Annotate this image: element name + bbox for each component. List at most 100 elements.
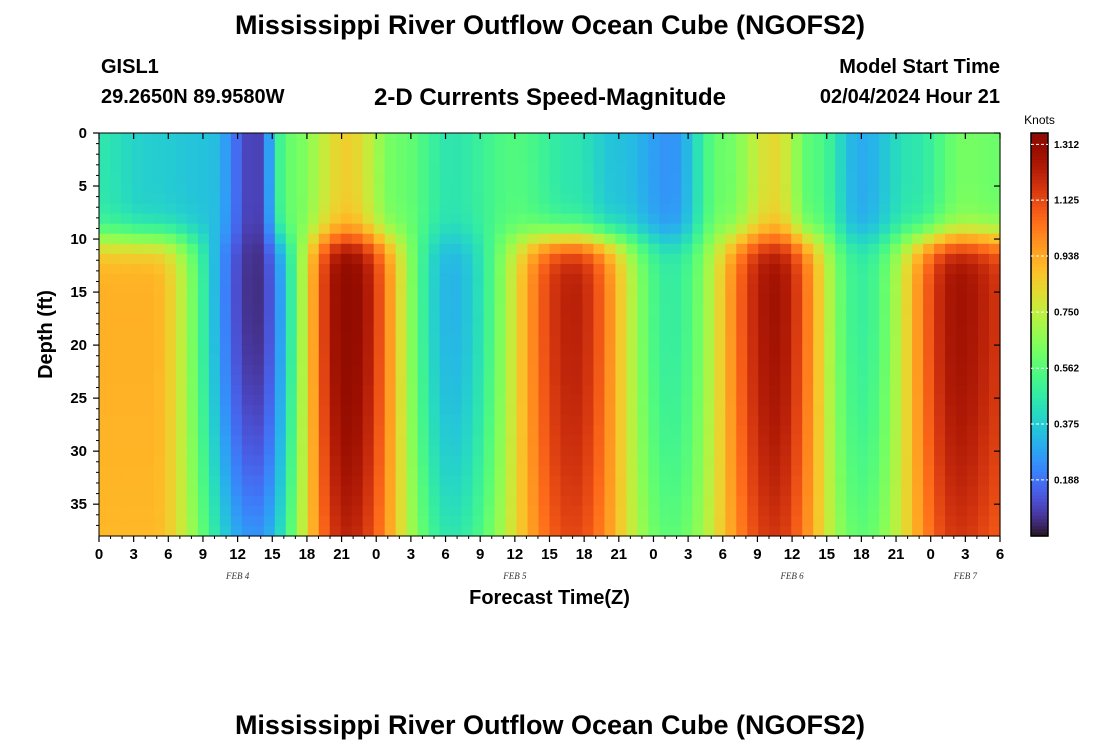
heatmap-cell (395, 475, 408, 487)
heatmap-cell (142, 133, 155, 144)
heatmap-cell (450, 274, 463, 285)
heatmap-cell (945, 435, 957, 446)
heatmap-cell (142, 294, 155, 305)
heatmap-cell (934, 223, 946, 235)
heatmap-cell (274, 505, 287, 517)
heatmap-cell (648, 415, 660, 426)
heatmap-cell (351, 203, 364, 215)
heatmap-cell (263, 525, 276, 537)
heatmap-cell (428, 374, 441, 386)
colorbar-segment (1031, 351, 1048, 356)
heatmap-cell (219, 233, 232, 245)
heatmap-cell (835, 163, 847, 174)
heatmap-cell (967, 334, 979, 346)
heatmap-cell (901, 415, 913, 426)
heatmap-cell (791, 525, 803, 537)
heatmap-cell (219, 445, 232, 456)
heatmap-cell (164, 183, 177, 195)
heatmap-cell (901, 284, 913, 295)
heatmap-cell (725, 485, 737, 497)
heatmap-cell (219, 435, 232, 446)
heatmap-cell (219, 294, 232, 305)
heatmap-cell (285, 274, 298, 285)
heatmap-cell (747, 515, 759, 527)
heatmap-cell (329, 243, 342, 255)
heatmap-cell (989, 394, 1001, 406)
heatmap-cell (923, 324, 935, 336)
heatmap-cell (99, 455, 111, 467)
heatmap-cell (846, 374, 858, 386)
heatmap-cell (725, 394, 737, 406)
heatmap-cell (736, 515, 748, 527)
heatmap-cell (824, 405, 836, 416)
heatmap-cell (373, 344, 386, 356)
heatmap-cell (373, 374, 386, 386)
heatmap-cell (252, 515, 265, 527)
colorbar-segment (1031, 180, 1048, 184)
heatmap-cell (197, 314, 210, 326)
heatmap-cell (571, 364, 584, 376)
heatmap-cell (384, 153, 397, 164)
heatmap-cell (439, 364, 452, 376)
heatmap-cell (527, 153, 540, 164)
heatmap-cell (340, 465, 353, 477)
heatmap-cell (659, 263, 671, 275)
heatmap-cell (769, 344, 781, 356)
heatmap-cell (230, 233, 243, 245)
heatmap-cell (593, 253, 606, 265)
heatmap-cell (879, 294, 891, 305)
heatmap-cell (538, 193, 551, 205)
heatmap-cell (879, 415, 891, 426)
heatmap-cell (758, 505, 770, 517)
heatmap-cell (450, 163, 463, 174)
heatmap-cell (384, 525, 397, 537)
heatmap-cell (417, 153, 430, 164)
heatmap-cell (494, 183, 507, 195)
heatmap-cell (307, 485, 320, 497)
heatmap-cell (142, 304, 155, 315)
heatmap-cell (736, 263, 748, 275)
heatmap-cell (428, 163, 441, 174)
heatmap-cell (175, 384, 188, 396)
heatmap-cell (527, 455, 540, 467)
heatmap-cell (604, 364, 617, 376)
heatmap-cell (516, 203, 529, 215)
heatmap-cell (802, 294, 814, 305)
heatmap-cell (219, 364, 232, 376)
page-title-bottom: Mississippi River Outflow Ocean Cube (NG… (234, 710, 866, 740)
heatmap-cell (362, 203, 375, 215)
heatmap-cell (703, 263, 715, 275)
heatmap-cell (417, 334, 430, 346)
heatmap-cell (868, 153, 880, 164)
heatmap-cell (527, 445, 540, 456)
heatmap-cell (791, 415, 803, 426)
heatmap-cell (285, 193, 298, 205)
heatmap-cell (582, 525, 595, 537)
heatmap-cell (538, 284, 551, 295)
heatmap-cell (186, 485, 199, 497)
heatmap-cell (351, 465, 364, 477)
heatmap-cell (230, 435, 243, 446)
heatmap-cell (945, 284, 957, 295)
heatmap-cell (99, 475, 111, 487)
heatmap-cell (549, 515, 562, 527)
heatmap-cell (791, 193, 803, 205)
heatmap-cell (802, 223, 814, 235)
heatmap-cell (527, 495, 540, 507)
heatmap-cell (659, 515, 671, 527)
heatmap-cell (538, 405, 551, 416)
heatmap-cell (527, 183, 540, 195)
heatmap-cell (406, 314, 419, 326)
heatmap-cell (175, 294, 188, 305)
heatmap-cell (934, 243, 946, 255)
heatmap-cell (99, 133, 111, 144)
heatmap-cell (879, 274, 891, 285)
heatmap-cell (120, 314, 133, 326)
heatmap-cell (296, 143, 309, 154)
heatmap-cell (307, 263, 320, 275)
y-tick-label: 15 (70, 284, 87, 301)
heatmap-cell (560, 133, 573, 144)
heatmap-cell (802, 253, 814, 265)
heatmap-cell (736, 364, 748, 376)
heatmap-cell (615, 263, 628, 275)
